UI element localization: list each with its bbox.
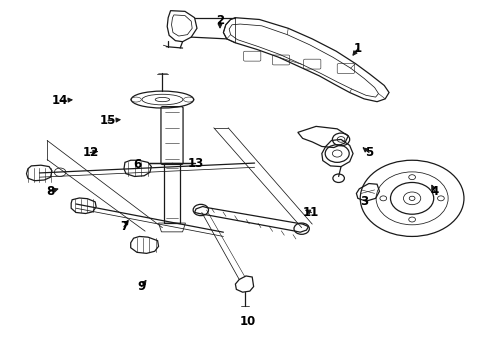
Bar (164, 163, 180, 223)
Text: 10: 10 (239, 315, 255, 328)
Text: 5: 5 (365, 146, 373, 159)
Text: 3: 3 (360, 195, 368, 208)
Text: 9: 9 (138, 280, 146, 293)
Text: 8: 8 (47, 185, 55, 198)
Text: 11: 11 (303, 206, 319, 219)
Text: 13: 13 (188, 157, 204, 170)
Text: 7: 7 (120, 220, 128, 233)
Text: 15: 15 (100, 114, 116, 127)
Text: 6: 6 (133, 158, 141, 171)
Text: 14: 14 (52, 94, 68, 107)
Text: 2: 2 (216, 14, 224, 27)
Text: 4: 4 (431, 185, 439, 198)
Text: 12: 12 (82, 146, 98, 159)
Text: 1: 1 (354, 42, 362, 55)
